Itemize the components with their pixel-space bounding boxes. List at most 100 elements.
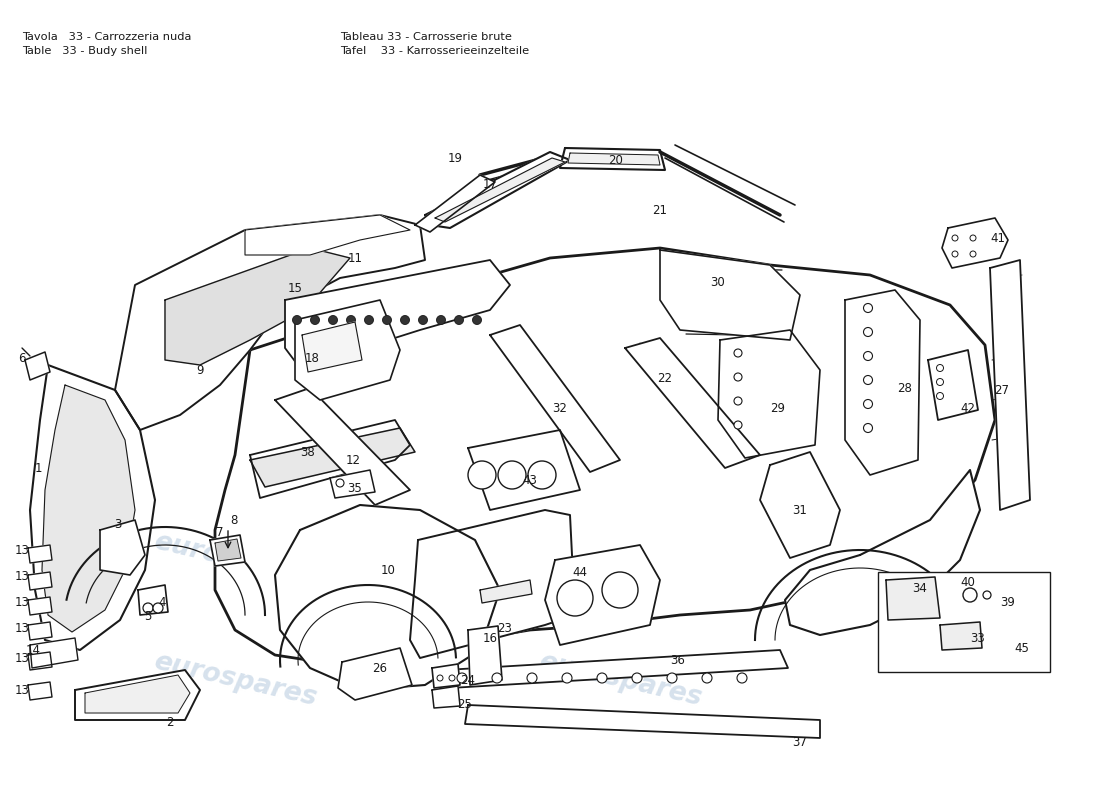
Circle shape bbox=[962, 588, 977, 602]
Circle shape bbox=[527, 673, 537, 683]
Text: 27: 27 bbox=[994, 383, 1010, 397]
Text: eurospares: eurospares bbox=[536, 258, 704, 322]
Polygon shape bbox=[116, 215, 425, 430]
Circle shape bbox=[383, 315, 392, 325]
Polygon shape bbox=[465, 705, 820, 738]
Text: 1: 1 bbox=[34, 462, 42, 474]
Text: 12: 12 bbox=[345, 454, 361, 466]
Polygon shape bbox=[415, 175, 495, 232]
Circle shape bbox=[336, 479, 344, 487]
Text: 5: 5 bbox=[144, 610, 152, 623]
Text: 41: 41 bbox=[990, 231, 1005, 245]
Text: 25: 25 bbox=[458, 698, 472, 711]
Circle shape bbox=[528, 461, 556, 489]
Text: eurospares: eurospares bbox=[151, 278, 319, 342]
Polygon shape bbox=[250, 428, 415, 487]
Circle shape bbox=[437, 315, 446, 325]
Polygon shape bbox=[214, 539, 241, 561]
Polygon shape bbox=[28, 652, 52, 670]
Text: eurospares: eurospares bbox=[151, 529, 319, 591]
Text: 3: 3 bbox=[114, 518, 122, 531]
Text: 43: 43 bbox=[522, 474, 538, 486]
Polygon shape bbox=[25, 352, 50, 380]
Circle shape bbox=[492, 673, 502, 683]
Circle shape bbox=[143, 603, 153, 613]
Polygon shape bbox=[544, 545, 660, 645]
Circle shape bbox=[702, 673, 712, 683]
Circle shape bbox=[983, 591, 991, 599]
Circle shape bbox=[562, 673, 572, 683]
Polygon shape bbox=[302, 322, 362, 372]
Circle shape bbox=[952, 251, 958, 257]
Text: 4: 4 bbox=[158, 595, 166, 609]
Circle shape bbox=[364, 315, 374, 325]
Polygon shape bbox=[245, 215, 410, 255]
Polygon shape bbox=[568, 153, 660, 165]
Text: Tafel    33 - Karrosserieeinzelteile: Tafel 33 - Karrosserieeinzelteile bbox=[340, 46, 529, 56]
Polygon shape bbox=[138, 585, 168, 615]
Text: 13: 13 bbox=[14, 543, 30, 557]
Circle shape bbox=[734, 397, 742, 405]
Text: 20: 20 bbox=[608, 154, 624, 166]
Circle shape bbox=[864, 423, 872, 433]
Polygon shape bbox=[446, 650, 788, 688]
Circle shape bbox=[473, 315, 482, 325]
Polygon shape bbox=[28, 572, 52, 590]
Polygon shape bbox=[432, 686, 460, 708]
Text: 38: 38 bbox=[300, 446, 316, 458]
Text: 6: 6 bbox=[19, 351, 25, 365]
Text: 9: 9 bbox=[196, 363, 204, 377]
Polygon shape bbox=[275, 388, 410, 505]
Polygon shape bbox=[660, 250, 800, 340]
Polygon shape bbox=[30, 365, 155, 650]
Text: 22: 22 bbox=[658, 371, 672, 385]
Circle shape bbox=[293, 315, 301, 325]
Text: 2: 2 bbox=[166, 715, 174, 729]
Circle shape bbox=[737, 673, 747, 683]
Circle shape bbox=[597, 673, 607, 683]
Polygon shape bbox=[845, 290, 920, 475]
Circle shape bbox=[498, 461, 526, 489]
Polygon shape bbox=[886, 577, 940, 620]
Polygon shape bbox=[560, 148, 666, 170]
Text: 40: 40 bbox=[960, 575, 976, 589]
Text: 31: 31 bbox=[793, 503, 807, 517]
Text: 42: 42 bbox=[960, 402, 976, 414]
Polygon shape bbox=[942, 218, 1008, 268]
Polygon shape bbox=[28, 597, 52, 615]
Text: 28: 28 bbox=[898, 382, 912, 394]
Circle shape bbox=[602, 572, 638, 608]
Circle shape bbox=[864, 327, 872, 337]
Circle shape bbox=[952, 235, 958, 241]
Polygon shape bbox=[75, 670, 200, 720]
Text: eurospares: eurospares bbox=[536, 649, 704, 711]
Circle shape bbox=[936, 365, 944, 371]
Text: 13: 13 bbox=[14, 570, 30, 583]
Text: 14: 14 bbox=[25, 643, 41, 657]
Polygon shape bbox=[718, 330, 820, 458]
Polygon shape bbox=[330, 470, 375, 498]
Circle shape bbox=[864, 399, 872, 409]
Circle shape bbox=[667, 673, 676, 683]
Polygon shape bbox=[28, 682, 52, 700]
Circle shape bbox=[970, 251, 976, 257]
Circle shape bbox=[864, 375, 872, 385]
Text: eurospares: eurospares bbox=[151, 649, 319, 711]
Text: 8: 8 bbox=[230, 514, 238, 526]
Polygon shape bbox=[165, 248, 350, 365]
Text: 32: 32 bbox=[552, 402, 568, 414]
Text: eurospares: eurospares bbox=[536, 529, 704, 591]
Text: Table   33 - Budy shell: Table 33 - Budy shell bbox=[22, 46, 147, 56]
Polygon shape bbox=[940, 622, 982, 650]
Polygon shape bbox=[468, 626, 502, 685]
Text: 34: 34 bbox=[913, 582, 927, 594]
Text: 13: 13 bbox=[14, 595, 30, 609]
Text: 15: 15 bbox=[287, 282, 303, 294]
Circle shape bbox=[449, 675, 455, 681]
Text: 16: 16 bbox=[483, 631, 497, 645]
Circle shape bbox=[734, 349, 742, 357]
Text: 13: 13 bbox=[14, 651, 30, 665]
Polygon shape bbox=[338, 648, 412, 700]
Polygon shape bbox=[432, 664, 460, 688]
Polygon shape bbox=[28, 622, 52, 640]
